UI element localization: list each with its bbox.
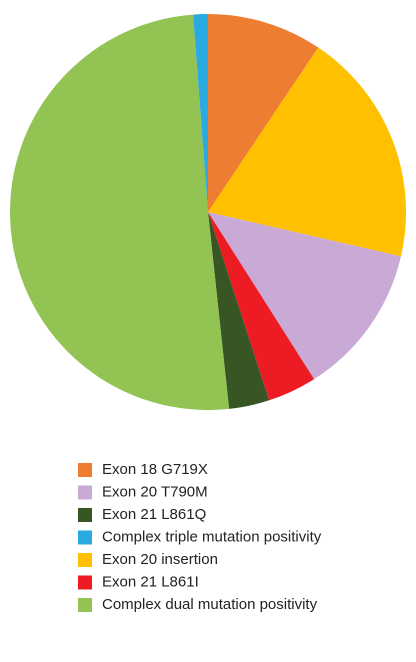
legend-swatch (78, 485, 92, 500)
pie-slice (208, 212, 401, 380)
legend-swatch (78, 575, 92, 590)
legend-label: Exon 20 insertion (102, 551, 218, 568)
pie-slice (208, 47, 406, 257)
legend-swatch (78, 530, 92, 545)
pie-slice (193, 14, 208, 212)
legend-label: Exon 18 G719X (102, 461, 208, 478)
pie-slice (10, 14, 230, 410)
legend-label: Exon 21 L861I (102, 573, 199, 590)
legend-label: Exon 20 T790M (102, 483, 208, 500)
legend-label: Exon 21 L861Q (102, 506, 206, 523)
legend-swatch (78, 553, 92, 567)
legend-swatch (78, 508, 92, 522)
legend-swatch (78, 598, 92, 612)
pie-slice (208, 212, 315, 401)
pie-slice (208, 14, 319, 212)
pie-slice (208, 212, 270, 409)
legend-label: Complex triple mutation positivity (102, 528, 322, 545)
legend-label: Complex dual mutation positivity (102, 596, 318, 613)
legend-swatch (78, 463, 92, 477)
